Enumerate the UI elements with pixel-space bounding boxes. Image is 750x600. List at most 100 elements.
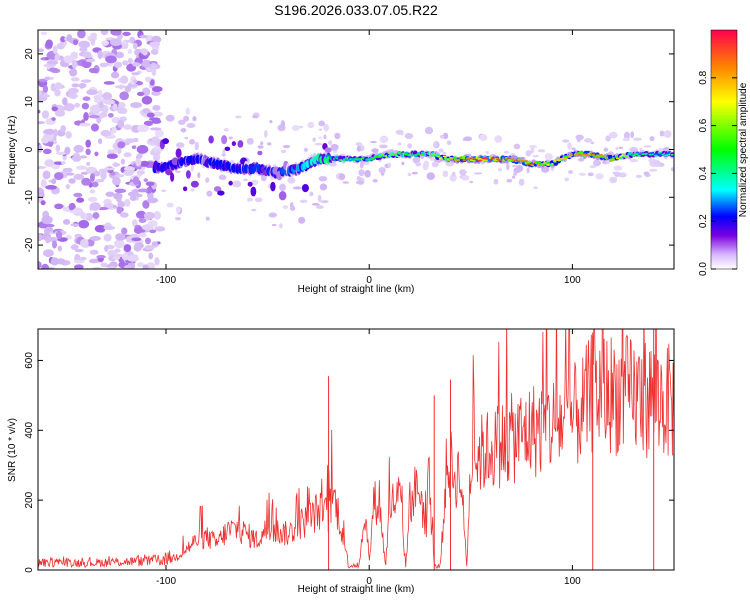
faint-blob	[649, 136, 655, 142]
faint-blob	[439, 134, 445, 139]
noise-blob	[131, 145, 137, 150]
ridge-cell	[393, 153, 399, 155]
noise-blob	[62, 167, 73, 173]
noise-blob	[68, 178, 76, 184]
y-tick-label: 400	[24, 422, 35, 439]
noise-blob	[86, 161, 91, 166]
faint-blob	[290, 201, 294, 208]
colorbar: 0.0 0.2 0.4 0.6 0.8 Normalized spectral ampl…	[698, 29, 749, 276]
ridge-cell	[670, 153, 674, 156]
noise-blob	[82, 51, 92, 59]
ridge-cell	[376, 156, 382, 158]
noise-blob	[151, 241, 158, 246]
noise-blob	[51, 106, 58, 112]
noise-blob	[83, 112, 89, 121]
noise-blob	[51, 240, 58, 249]
noise-blob	[41, 263, 50, 269]
noise-blob	[71, 59, 78, 69]
spectrogram-x-label: Height of straight line (km)	[298, 284, 415, 295]
noise-blob	[127, 49, 133, 55]
noise-blob	[109, 38, 122, 47]
faint-blob	[185, 107, 191, 115]
faint-blob	[446, 140, 452, 146]
noise-blob	[100, 171, 107, 180]
noise-blob	[149, 41, 161, 48]
noise-blob	[114, 85, 127, 89]
ridge-blob	[247, 181, 253, 187]
faint-blob	[379, 144, 388, 149]
faint-blob	[469, 180, 474, 184]
faint-blob	[356, 145, 361, 152]
noise-blob	[62, 219, 71, 225]
noise-blob	[66, 34, 73, 42]
faint-blob	[235, 115, 242, 119]
noise-blob	[139, 48, 148, 55]
ridge-cell	[578, 154, 584, 156]
noise-blob	[105, 191, 115, 197]
noise-blob	[123, 244, 132, 253]
noise-blob	[150, 48, 159, 55]
faint-blob	[525, 150, 532, 157]
noise-blob	[40, 200, 46, 206]
noise-blob	[63, 103, 75, 112]
snr-y-label: SNR (10 * v/v)	[7, 418, 18, 482]
x-tick-label: 100	[564, 275, 581, 286]
noise-blob	[96, 255, 106, 259]
ridge-cell	[520, 160, 526, 163]
faint-blob	[442, 132, 449, 140]
ridge-cell	[465, 158, 471, 161]
faint-blob	[404, 132, 414, 140]
ridge-cell	[409, 154, 415, 157]
y-tick-label: -10	[24, 190, 35, 205]
noise-blob	[38, 233, 43, 242]
noise-blob	[144, 245, 156, 250]
faint-blob	[287, 177, 296, 184]
ridge-cell	[634, 153, 639, 156]
ridge-blob	[175, 148, 182, 159]
ridge-blob	[221, 135, 228, 145]
ridge-cell	[428, 154, 434, 157]
noise-blob	[103, 81, 115, 85]
noise-blob	[112, 205, 117, 209]
faint-blob	[544, 153, 553, 161]
colorbar-tick-label: 0.0	[698, 262, 709, 276]
noise-blob	[81, 102, 90, 110]
noise-blob	[38, 261, 42, 269]
ridge-blob	[270, 181, 276, 192]
noise-blob	[110, 71, 120, 79]
noise-blob	[123, 169, 134, 177]
snr-x-axis: -100 0 100	[156, 329, 581, 587]
noise-blob	[64, 146, 71, 155]
noise-blob	[74, 102, 81, 108]
noise-blob	[127, 57, 133, 65]
faint-blob	[175, 170, 181, 174]
noise-blob	[38, 109, 41, 114]
x-tick-label: -100	[156, 576, 176, 587]
noise-blob	[152, 86, 163, 93]
faint-blob	[292, 186, 302, 190]
faint-blob	[412, 156, 421, 164]
noise-blob	[112, 162, 121, 167]
noise-blob	[97, 50, 103, 60]
noise-blob	[79, 47, 88, 53]
ridge-blob	[301, 183, 309, 193]
faint-blob	[317, 194, 322, 203]
faint-blob	[635, 174, 642, 178]
noise-blob	[142, 200, 150, 209]
faint-blob	[609, 176, 618, 184]
noise-blob	[149, 79, 155, 86]
noise-blob	[49, 76, 54, 80]
noise-blob	[122, 31, 131, 36]
noise-blob	[85, 148, 91, 156]
ridge-blob	[231, 141, 237, 147]
noise-blob	[120, 158, 125, 165]
noise-blob	[127, 255, 140, 262]
noise-blob	[132, 176, 140, 186]
faint-blob	[571, 147, 576, 151]
ridge-cell	[357, 158, 363, 160]
faint-blob	[485, 150, 490, 155]
ridge-cell	[195, 155, 201, 164]
ridge-blob	[237, 140, 244, 148]
noise-blob	[137, 262, 144, 268]
noise-blob	[88, 115, 100, 119]
